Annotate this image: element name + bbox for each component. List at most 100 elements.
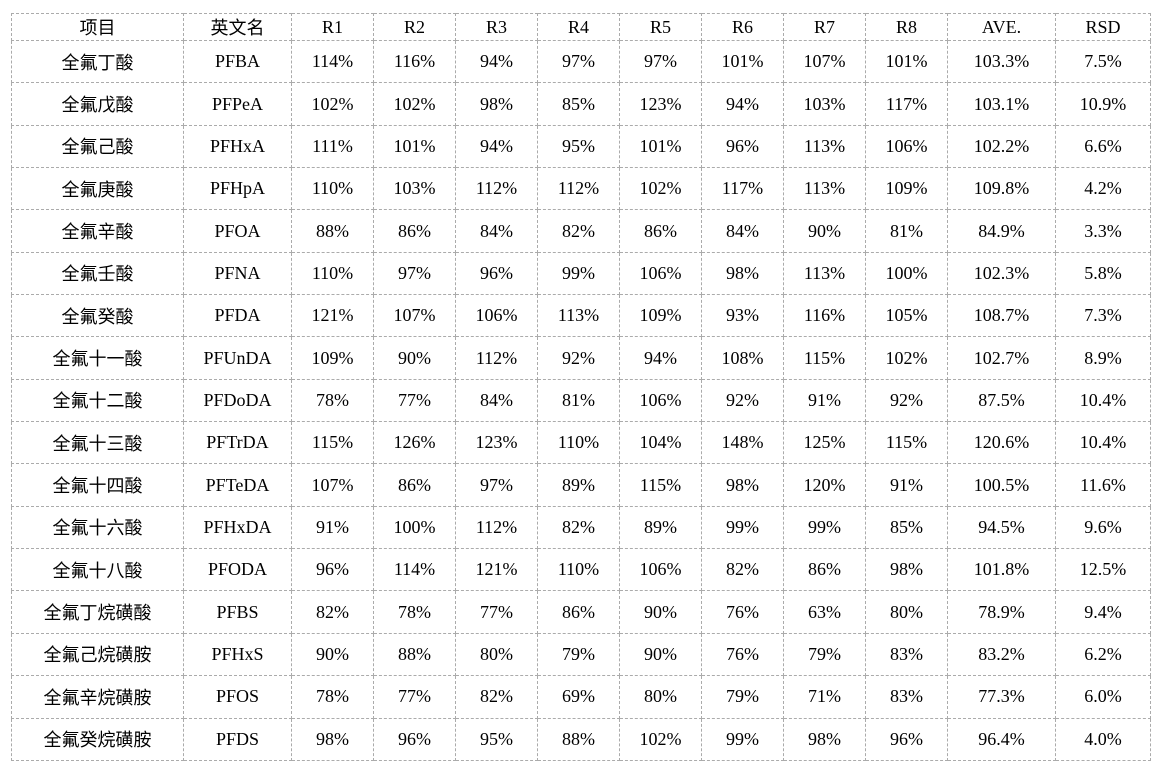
r6-value-cell: 92% <box>701 378 784 423</box>
r2-value-cell: 126% <box>373 421 456 465</box>
r7-value-cell: 86% <box>783 548 866 592</box>
r2-value-cell: 88% <box>373 632 456 677</box>
table-row: 全氟辛酸 PFOA 88% 86% 84% 82% 86% 84% 90% 81% 84.9% 3.3… <box>11 209 1151 253</box>
r1-value-cell: 111% <box>291 124 374 169</box>
item-name-cell: 全氟己酸 <box>11 124 184 169</box>
r2-value-cell: 102% <box>373 82 456 126</box>
rsd-value-cell: 9.6% <box>1055 505 1151 550</box>
r6-value-cell: 84% <box>701 209 784 253</box>
r5-value-cell: 123% <box>619 82 702 126</box>
table-row: 全氟十二酸 PFDoDA 78% 77% 84% 81% 106% 92% 91% 92% 87.5… <box>11 378 1151 423</box>
r3-value-cell: 106% <box>455 294 538 338</box>
english-name-cell: PFNA <box>183 251 292 296</box>
r8-value-cell: 83% <box>865 675 948 719</box>
r5-value-cell: 106% <box>619 251 702 296</box>
rsd-value-cell: 4.0% <box>1055 717 1151 761</box>
table-row: 全氟丁烷磺酸 PFBS 82% 78% 77% 86% 90% 76% 63% 80% 78.9% 9… <box>11 590 1151 634</box>
r7-value-cell: 79% <box>783 632 866 677</box>
r3-value-cell: 112% <box>455 167 538 211</box>
r8-value-cell: 109% <box>865 167 948 211</box>
english-name-cell: PFOS <box>183 675 292 719</box>
column-header-rsd: RSD <box>1055 13 1151 41</box>
header-row: 项目 英文名 R1 R2 R3 R4 R5 R6 R7 R8 AVE. RSD <box>11 13 1151 41</box>
r2-value-cell: 103% <box>373 167 456 211</box>
r6-value-cell: 99% <box>701 717 784 761</box>
ave-value-cell: 102.2% <box>947 124 1056 169</box>
ave-value-cell: 103.1% <box>947 82 1056 126</box>
ave-value-cell: 102.3% <box>947 251 1056 296</box>
r7-value-cell: 91% <box>783 378 866 423</box>
r4-value-cell: 79% <box>537 632 620 677</box>
english-name-cell: PFDA <box>183 294 292 338</box>
table-body: 全氟丁酸 PFBA 114% 116% 94% 97% 97% 101% 107% 101% 103… <box>11 39 1151 761</box>
r8-value-cell: 98% <box>865 548 948 592</box>
r3-value-cell: 80% <box>455 632 538 677</box>
ave-value-cell: 103.3% <box>947 39 1056 84</box>
ave-value-cell: 77.3% <box>947 675 1056 719</box>
r7-value-cell: 125% <box>783 421 866 465</box>
r4-value-cell: 85% <box>537 82 620 126</box>
r7-value-cell: 113% <box>783 124 866 169</box>
r7-value-cell: 115% <box>783 336 866 380</box>
column-header-r4: R4 <box>537 13 620 41</box>
item-name-cell: 全氟丁酸 <box>11 39 184 84</box>
r1-value-cell: 98% <box>291 717 374 761</box>
table-row: 全氟十四酸 PFTeDA 107% 86% 97% 89% 115% 98% 120% 91% 10… <box>11 463 1151 507</box>
rsd-value-cell: 3.3% <box>1055 209 1151 253</box>
r8-value-cell: 80% <box>865 590 948 634</box>
english-name-cell: PFUnDA <box>183 336 292 380</box>
r4-value-cell: 82% <box>537 505 620 550</box>
r4-value-cell: 89% <box>537 463 620 507</box>
rsd-value-cell: 6.6% <box>1055 124 1151 169</box>
english-name-cell: PFHxDA <box>183 505 292 550</box>
english-name-cell: PFODA <box>183 548 292 592</box>
r2-value-cell: 86% <box>373 463 456 507</box>
r2-value-cell: 78% <box>373 590 456 634</box>
r3-value-cell: 96% <box>455 251 538 296</box>
item-name-cell: 全氟庚酸 <box>11 167 184 211</box>
rsd-value-cell: 6.0% <box>1055 675 1151 719</box>
r7-value-cell: 107% <box>783 39 866 84</box>
r2-value-cell: 101% <box>373 124 456 169</box>
r5-value-cell: 109% <box>619 294 702 338</box>
r2-value-cell: 90% <box>373 336 456 380</box>
r4-value-cell: 86% <box>537 590 620 634</box>
english-name-cell: PFHpA <box>183 167 292 211</box>
table-row: 全氟己酸 PFHxA 111% 101% 94% 95% 101% 96% 113% 106% 10… <box>11 124 1151 169</box>
r1-value-cell: 78% <box>291 675 374 719</box>
r2-value-cell: 114% <box>373 548 456 592</box>
rsd-value-cell: 10.4% <box>1055 421 1151 465</box>
table-row: 全氟癸烷磺胺 PFDS 98% 96% 95% 88% 102% 99% 98% 96% 96.4%… <box>11 717 1151 761</box>
r4-value-cell: 110% <box>537 548 620 592</box>
r1-value-cell: 121% <box>291 294 374 338</box>
r8-value-cell: 102% <box>865 336 948 380</box>
r1-value-cell: 115% <box>291 421 374 465</box>
r7-value-cell: 63% <box>783 590 866 634</box>
english-name-cell: PFDoDA <box>183 378 292 423</box>
r3-value-cell: 94% <box>455 124 538 169</box>
r4-value-cell: 82% <box>537 209 620 253</box>
r6-value-cell: 101% <box>701 39 784 84</box>
rsd-value-cell: 5.8% <box>1055 251 1151 296</box>
item-name-cell: 全氟癸酸 <box>11 294 184 338</box>
r8-value-cell: 105% <box>865 294 948 338</box>
r4-value-cell: 110% <box>537 421 620 465</box>
ave-value-cell: 109.8% <box>947 167 1056 211</box>
column-header-r6: R6 <box>701 13 784 41</box>
r7-value-cell: 98% <box>783 717 866 761</box>
column-header-r2: R2 <box>373 13 456 41</box>
r8-value-cell: 83% <box>865 632 948 677</box>
r6-value-cell: 76% <box>701 590 784 634</box>
r7-value-cell: 103% <box>783 82 866 126</box>
r1-value-cell: 110% <box>291 251 374 296</box>
rsd-value-cell: 7.3% <box>1055 294 1151 338</box>
r4-value-cell: 69% <box>537 675 620 719</box>
r4-value-cell: 88% <box>537 717 620 761</box>
item-name-cell: 全氟癸烷磺胺 <box>11 717 184 761</box>
item-name-cell: 全氟己烷磺胺 <box>11 632 184 677</box>
table-row: 全氟己烷磺胺 PFHxS 90% 88% 80% 79% 90% 76% 79% 83% 83.2%… <box>11 632 1151 677</box>
ave-value-cell: 83.2% <box>947 632 1056 677</box>
r5-value-cell: 115% <box>619 463 702 507</box>
rsd-value-cell: 9.4% <box>1055 590 1151 634</box>
r4-value-cell: 92% <box>537 336 620 380</box>
